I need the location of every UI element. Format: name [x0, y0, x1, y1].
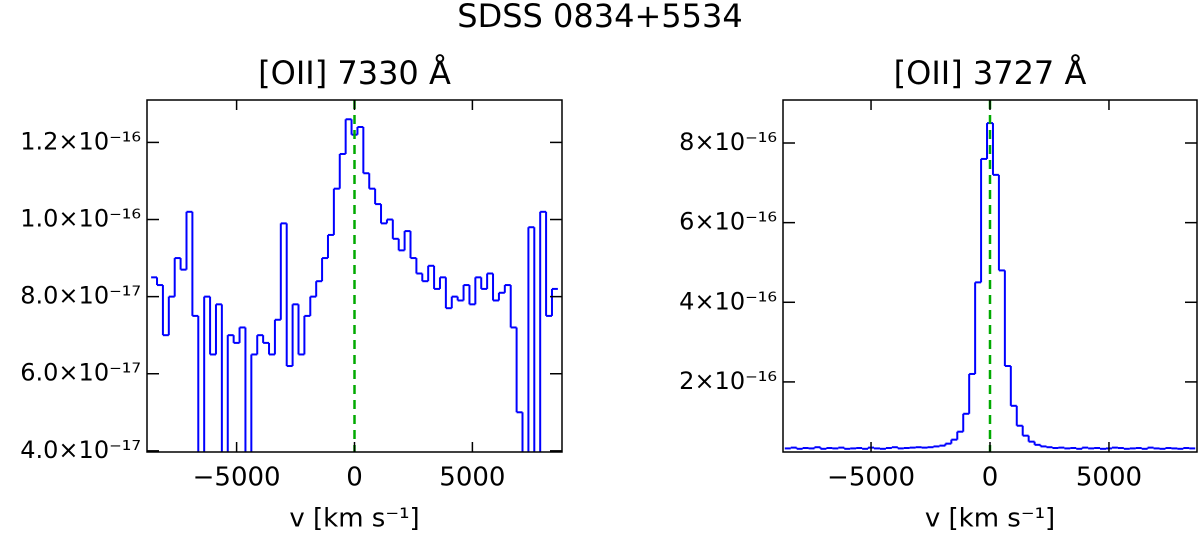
y-tick-label: 1.0×10⁻¹⁶ [20, 205, 141, 233]
y-tick-label: 4.0×10⁻¹⁷ [20, 436, 141, 464]
x-tick-label: 5000 [439, 463, 505, 493]
figure-title: SDSS 0834+5534 [457, 0, 742, 35]
x-axis-label: v [km s⁻¹] [289, 504, 419, 534]
y-tick-label: 8×10⁻¹⁶ [679, 128, 777, 156]
panel-title: [OII] 3727 Å [894, 54, 1087, 92]
x-tick-label: 0 [346, 463, 363, 493]
x-tick-label: −5000 [827, 463, 915, 493]
y-tick-label: 2×10⁻¹⁶ [679, 367, 777, 395]
y-tick-label: 4×10⁻¹⁶ [679, 287, 777, 315]
y-tick-label: 6×10⁻¹⁶ [679, 208, 777, 236]
y-tick-label: 1.2×10⁻¹⁶ [20, 127, 141, 155]
x-tick-label: 5000 [1076, 463, 1142, 493]
x-axis-label: v [km s⁻¹] [925, 504, 1055, 534]
x-tick-label: −5000 [193, 463, 281, 493]
plot-area [151, 118, 558, 452]
x-tick-label: 0 [982, 463, 999, 493]
panel-title: [OII] 7330 Å [258, 54, 451, 92]
y-tick-label: 6.0×10⁻¹⁷ [20, 359, 141, 387]
y-tick-label: 8.0×10⁻¹⁷ [20, 282, 141, 310]
